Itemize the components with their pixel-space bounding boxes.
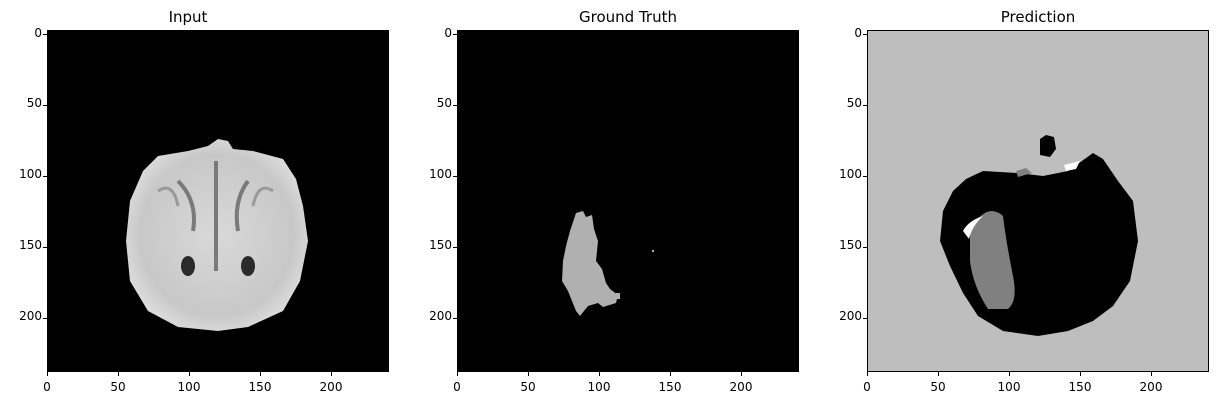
- y-tick-mark: [453, 176, 457, 177]
- y-tick-label: 150: [429, 238, 452, 252]
- y-tick-mark: [863, 105, 867, 106]
- x-tick-mark: [670, 372, 671, 376]
- y-tick-label: 200: [429, 309, 452, 323]
- panel-title: Ground Truth: [579, 8, 677, 26]
- x-tick-mark: [331, 372, 332, 376]
- y-tick-label: 200: [19, 309, 42, 323]
- panel-ground-truth: Ground Truth: [410, 0, 810, 407]
- x-tick-mark: [118, 372, 119, 376]
- y-tick-mark: [453, 247, 457, 248]
- x-tick-label: 50: [520, 380, 536, 394]
- y-tick-label: 150: [19, 238, 42, 252]
- x-tick-mark: [1080, 372, 1081, 376]
- x-tick-label: 150: [658, 380, 682, 394]
- x-tick-mark: [599, 372, 600, 376]
- y-tick-label: 50: [26, 96, 42, 110]
- y-tick-label: 150: [839, 238, 862, 252]
- panel-input: Input: [0, 0, 400, 407]
- y-tick-label: 100: [19, 167, 42, 181]
- y-tick-label: 200: [839, 309, 862, 323]
- x-tick-mark: [938, 372, 939, 376]
- y-tick-label: 50: [846, 96, 862, 110]
- x-tick-mark: [189, 372, 190, 376]
- x-tick-label: 0: [43, 380, 51, 394]
- x-tick-mark: [867, 372, 868, 376]
- x-tick-label: 100: [177, 380, 201, 394]
- y-tick-mark: [43, 176, 47, 177]
- y-tick-mark: [863, 176, 867, 177]
- y-tick-mark: [453, 34, 457, 35]
- y-tick-mark: [43, 105, 47, 106]
- x-tick-mark: [260, 372, 261, 376]
- image-input: [47, 30, 389, 372]
- x-tick-mark: [528, 372, 529, 376]
- panel-title: Prediction: [1000, 8, 1076, 26]
- x-tick-mark: [1151, 372, 1152, 376]
- y-tick-mark: [43, 247, 47, 248]
- x-tick-label: 100: [587, 380, 611, 394]
- y-tick-label: 100: [429, 167, 452, 181]
- y-tick-label: 0: [854, 26, 862, 40]
- x-tick-label: 200: [1139, 380, 1163, 394]
- x-tick-label: 100: [997, 380, 1021, 394]
- x-tick-label: 150: [1068, 380, 1092, 394]
- y-tick-mark: [863, 247, 867, 248]
- y-tick-mark: [43, 318, 47, 319]
- image-ground-truth: [457, 30, 799, 372]
- x-tick-label: 150: [248, 380, 272, 394]
- x-tick-mark: [457, 372, 458, 376]
- x-tick-label: 200: [729, 380, 753, 394]
- y-tick-mark: [453, 318, 457, 319]
- x-tick-label: 0: [863, 380, 871, 394]
- x-tick-mark: [47, 372, 48, 376]
- x-tick-mark: [1009, 372, 1010, 376]
- x-tick-label: 200: [319, 380, 343, 394]
- y-tick-mark: [453, 105, 457, 106]
- panel-prediction: Prediction: [820, 0, 1220, 407]
- y-tick-mark: [43, 34, 47, 35]
- y-tick-mark: [863, 318, 867, 319]
- panel-title: Input: [168, 8, 208, 26]
- y-tick-label: 0: [34, 26, 42, 40]
- y-tick-label: 0: [444, 26, 452, 40]
- x-tick-label: 0: [453, 380, 461, 394]
- x-tick-label: 50: [930, 380, 946, 394]
- y-tick-mark: [863, 34, 867, 35]
- image-prediction: [867, 30, 1209, 372]
- x-tick-label: 50: [110, 380, 126, 394]
- y-tick-label: 100: [839, 167, 862, 181]
- y-tick-label: 50: [436, 96, 452, 110]
- x-tick-mark: [741, 372, 742, 376]
